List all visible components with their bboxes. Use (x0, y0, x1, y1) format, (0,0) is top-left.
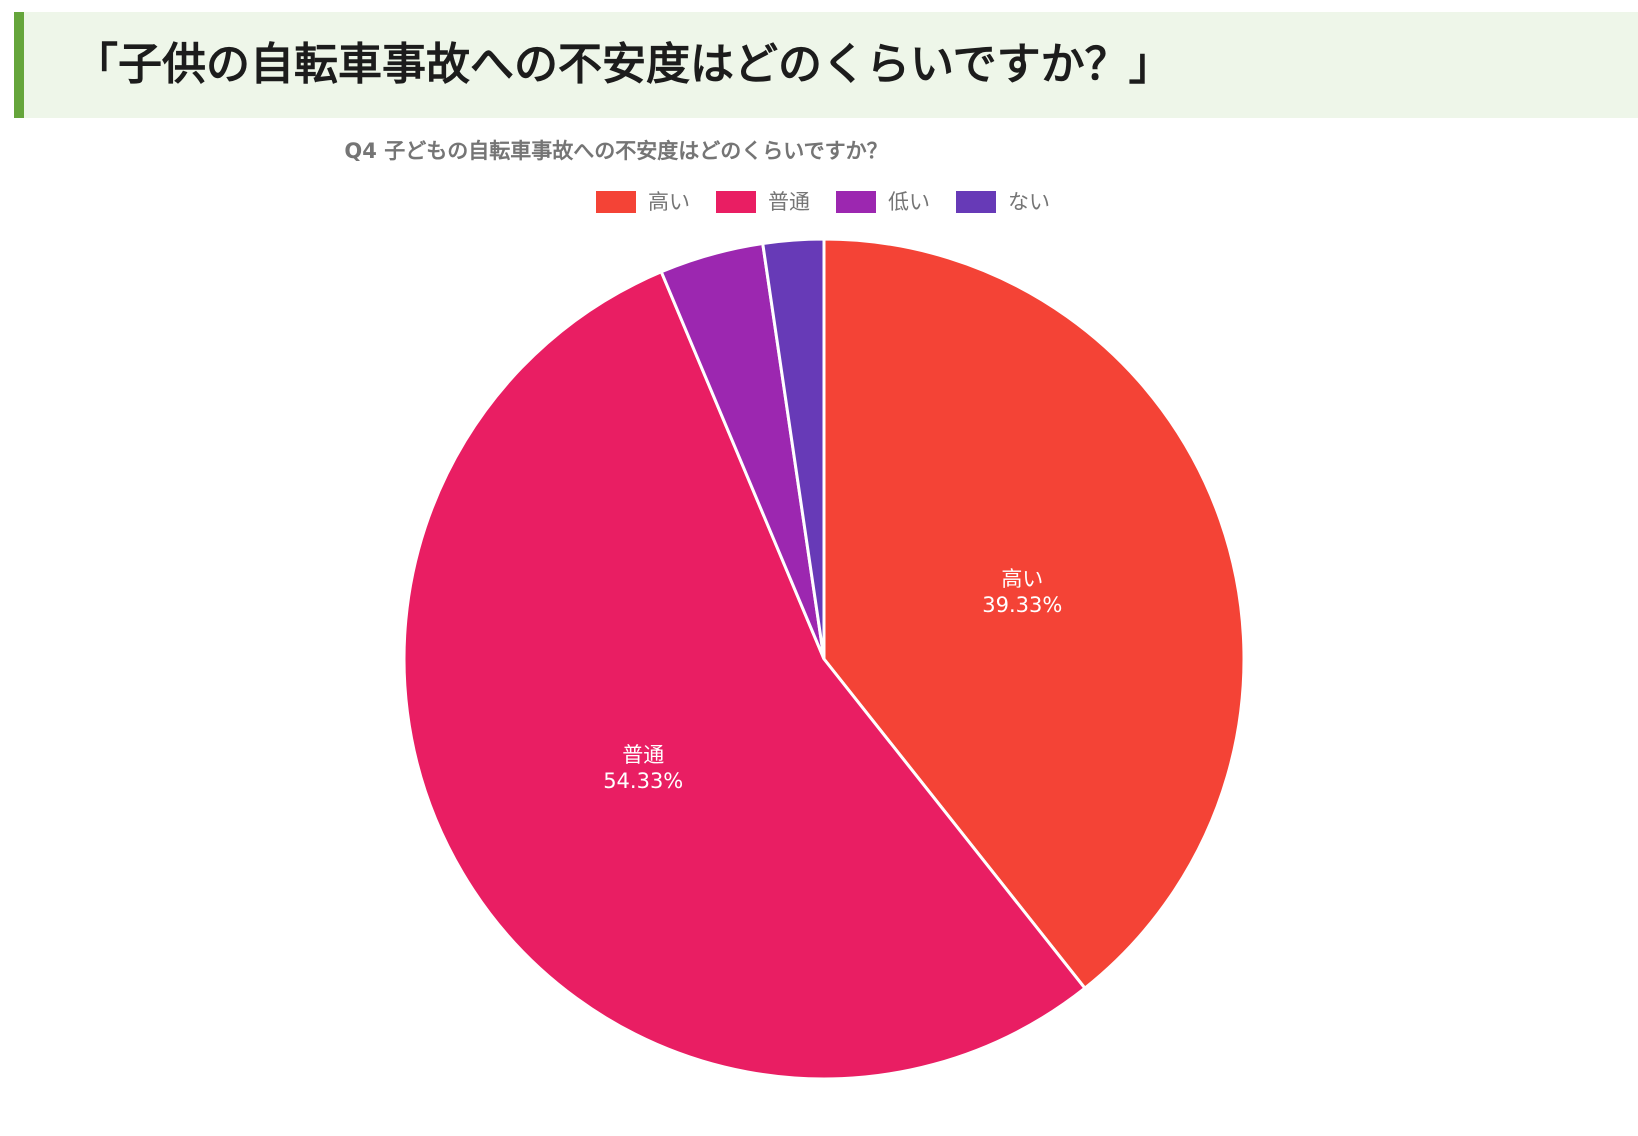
chart-container: Q4 子どもの自転車事故への不安度はどのくらいですか？ 高い 普通 低い ない 高い 3… (0, 118, 1638, 1136)
slice-label-name: 普通 (622, 743, 664, 767)
legend-swatch (716, 191, 756, 213)
slice-label-value: 54.33% (603, 769, 683, 793)
chart-title: Q4 子どもの自転車事故への不安度はどのくらいですか？ (344, 139, 887, 163)
legend-label: 低い (888, 190, 930, 214)
slice-label-name: 高い (1001, 567, 1043, 591)
pie-slices (402, 237, 1246, 1081)
legend-item-2: 低い (836, 190, 930, 214)
pie-chart: Q4 子どもの自転車事故への不安度はどのくらいですか？ 高い 普通 低い ない 高い3… (344, 139, 1246, 1081)
legend-item-3: ない (956, 190, 1050, 214)
section-heading-text: 「子供の自転車事故への不安度はどのくらいですか？」 (74, 39, 1173, 90)
legend-swatch (596, 191, 636, 213)
pie-slice-3 (761, 237, 826, 660)
chart-legend: 高い 普通 低い ない (596, 190, 1050, 214)
pie-slice-1 (402, 269, 1087, 1081)
legend-label: 普通 (768, 190, 810, 214)
legend-item-1: 普通 (716, 190, 810, 214)
legend-swatch (836, 191, 876, 213)
legend-label: ない (1008, 190, 1050, 214)
section-heading: 「子供の自転車事故への不安度はどのくらいですか？」 (14, 12, 1638, 118)
legend-item-0: 高い (596, 190, 690, 214)
slice-label-value: 39.33% (982, 593, 1062, 617)
legend-swatch (956, 191, 996, 213)
legend-label: 高い (648, 190, 690, 214)
pie-slice-0 (822, 237, 1246, 991)
